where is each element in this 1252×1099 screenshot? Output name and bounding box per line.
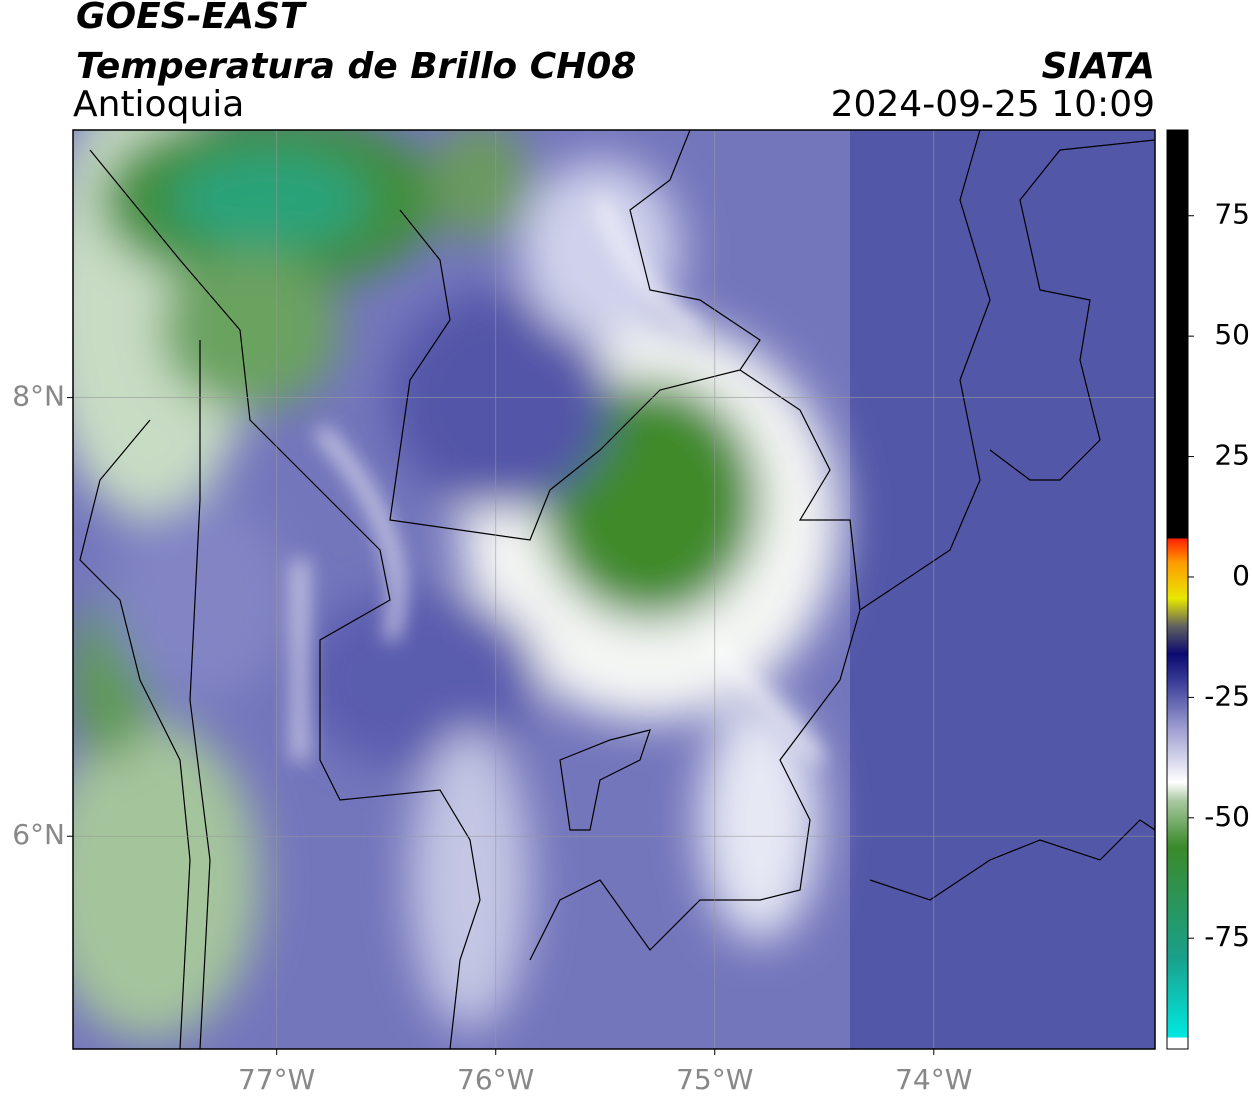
satellite-image: [73, 130, 1155, 1049]
agency: SIATA: [1042, 46, 1155, 87]
map-frame: [72, 129, 1156, 1050]
region: Antioquia: [73, 84, 244, 125]
colorbar-tick-label: 75: [1214, 198, 1250, 231]
title: GOES-EAST: [76, 0, 307, 37]
x-tick-label: 76°W: [457, 1063, 534, 1096]
colorbar-tick-label: -75: [1204, 920, 1250, 953]
colorbar-tick-label: -50: [1204, 800, 1250, 833]
datetime: 2024-09-25 10:09: [831, 84, 1155, 125]
subtitle: Temperatura de Brillo CH08: [76, 46, 636, 87]
borders: [79, 130, 1155, 1049]
colorbar-tick-label: 0: [1232, 559, 1250, 592]
colorbar-tick-label: 50: [1214, 318, 1250, 351]
y-tick-label: 6°N: [12, 818, 65, 851]
colorbar: [1166, 129, 1189, 1050]
x-tick-label: 74°W: [895, 1063, 972, 1096]
x-tick-label: 77°W: [238, 1063, 315, 1096]
x-tick-label: 75°W: [676, 1063, 753, 1096]
colorbar-tick-label: -25: [1204, 679, 1250, 712]
y-tick-label: 8°N: [12, 380, 65, 413]
colorbar-tick-label: 25: [1214, 439, 1250, 472]
